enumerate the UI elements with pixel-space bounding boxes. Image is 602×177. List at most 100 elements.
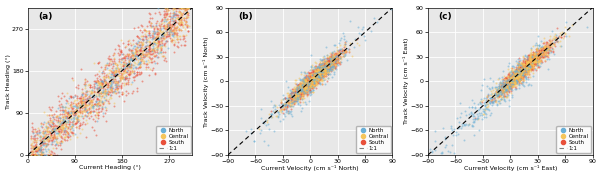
Point: [524, 63, 534, 66]
Point: [514, 72, 524, 75]
Point: [159, 58, 169, 61]
Point: [97, 79, 107, 82]
Point: [318, 83, 327, 85]
Point: [457, 124, 467, 127]
Point: [39, 141, 49, 144]
Point: [539, 46, 549, 49]
Point: [171, 21, 181, 24]
Point: [497, 84, 507, 86]
Point: [170, 42, 179, 45]
Point: [301, 81, 311, 84]
Point: [514, 63, 524, 65]
Point: [176, 14, 185, 17]
Point: [323, 65, 332, 68]
Point: [119, 41, 128, 44]
Point: [302, 85, 312, 88]
Point: [470, 116, 480, 119]
Point: [317, 60, 327, 63]
Point: [321, 63, 330, 66]
Point: [36, 153, 45, 156]
Point: [109, 73, 119, 76]
Point: [161, 36, 171, 38]
Point: [514, 76, 523, 78]
Point: [547, 50, 556, 53]
Point: [527, 66, 536, 69]
Point: [297, 95, 306, 98]
Point: [512, 77, 521, 80]
Point: [173, 17, 183, 20]
Point: [323, 73, 333, 76]
Point: [86, 107, 96, 110]
Point: [523, 63, 532, 66]
Point: [305, 77, 314, 80]
Point: [510, 73, 520, 75]
Point: [319, 72, 329, 75]
Point: [543, 54, 553, 57]
Point: [60, 105, 70, 108]
Point: [512, 76, 522, 79]
Point: [125, 65, 134, 67]
Point: [75, 106, 84, 109]
Point: [500, 88, 509, 91]
Point: [509, 73, 518, 76]
Point: [521, 67, 531, 70]
Point: [105, 96, 115, 98]
Point: [304, 76, 314, 79]
Point: [504, 79, 514, 82]
Point: [517, 67, 526, 70]
Point: [483, 96, 492, 99]
Point: [513, 68, 523, 71]
Point: [288, 95, 297, 98]
Point: [318, 71, 328, 73]
Point: [172, 25, 182, 27]
Point: [297, 84, 307, 86]
Point: [504, 78, 514, 81]
Point: [318, 65, 327, 68]
Point: [333, 61, 343, 63]
Point: [539, 46, 548, 49]
Point: [286, 102, 296, 104]
Point: [305, 80, 314, 83]
Point: [526, 52, 536, 55]
Point: [41, 122, 51, 124]
Point: [145, 41, 155, 44]
Point: [327, 56, 337, 59]
Point: [535, 57, 544, 60]
Point: [325, 61, 335, 64]
Point: [521, 72, 530, 75]
Point: [517, 69, 527, 72]
Point: [98, 70, 108, 73]
Point: [175, 13, 185, 16]
Point: [288, 90, 297, 93]
Point: [29, 147, 39, 150]
Point: [146, 24, 156, 27]
Point: [309, 76, 319, 79]
Point: [143, 39, 152, 42]
Point: [525, 62, 535, 65]
Point: [109, 91, 119, 93]
Point: [525, 63, 535, 65]
Point: [100, 82, 110, 85]
Point: [522, 65, 532, 68]
Point: [535, 60, 545, 62]
Point: [325, 64, 335, 67]
Point: [520, 70, 529, 73]
Point: [77, 103, 87, 106]
Point: [528, 60, 538, 63]
Point: [287, 93, 296, 96]
Point: [158, 31, 168, 34]
Point: [300, 86, 310, 89]
Point: [132, 41, 141, 44]
Point: [512, 78, 522, 81]
Point: [304, 75, 314, 78]
Point: [321, 63, 330, 65]
Point: [523, 61, 533, 64]
Point: [54, 126, 64, 129]
Point: [520, 71, 530, 74]
Point: [113, 87, 123, 90]
Point: [100, 111, 110, 114]
Point: [299, 82, 308, 85]
Point: [315, 73, 324, 76]
Point: [132, 53, 142, 56]
Point: [516, 75, 526, 78]
